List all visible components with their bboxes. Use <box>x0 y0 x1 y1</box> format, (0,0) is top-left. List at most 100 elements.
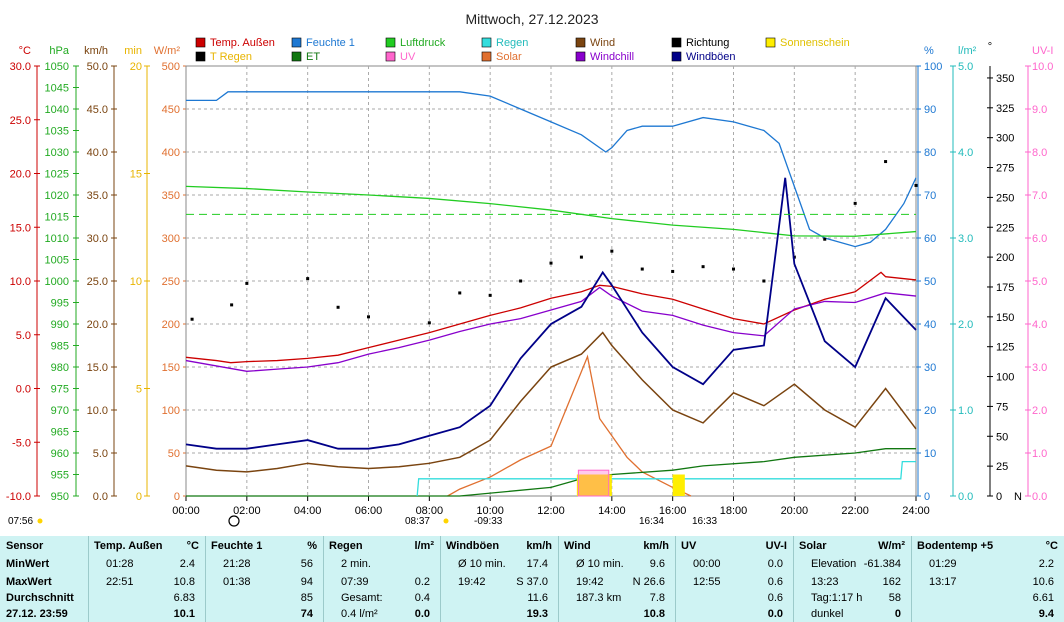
humidity-tick-label: 100 <box>924 61 942 73</box>
stats-cell-value: 10.6 <box>1032 576 1054 588</box>
before-sunrise-label: 07:56 <box>8 516 33 527</box>
stats-cell-value: 7.8 <box>649 592 665 604</box>
temp-tick-label: 20.0 <box>10 169 31 181</box>
sun-icon <box>443 518 449 524</box>
series-line <box>185 177 917 450</box>
series-bar <box>576 474 612 496</box>
stats-cell-label: 01:28 <box>106 558 134 570</box>
direction-point <box>336 305 340 309</box>
legend-label: Sonnenschein <box>780 37 850 49</box>
stats-header-title: Wind <box>564 540 591 552</box>
pressure-tick-label: 1015 <box>45 212 69 224</box>
stats-cell-label: Gesamt: <box>341 592 383 604</box>
direction-tick-label: 0 <box>996 491 1002 503</box>
stats-header-title: Windböen <box>446 540 500 552</box>
stats-cell-value: 0.6 <box>767 576 783 588</box>
stats-header-unit: °C <box>186 540 199 552</box>
uv-tick-label: 9.0 <box>1032 104 1047 116</box>
stats-cell-label: dunkel <box>811 608 844 620</box>
direction-point <box>701 265 705 269</box>
uv-tick-label: 7.0 <box>1032 190 1047 202</box>
direction-tick-label: 350 <box>996 73 1014 85</box>
sun-after-label: 16:33 <box>692 516 717 527</box>
stats-cell-value: 0 <box>894 608 901 620</box>
humidity-tick-label: 50 <box>924 276 936 288</box>
legend-swatch <box>481 51 492 62</box>
direction-tick-label: 275 <box>996 163 1014 175</box>
rain-tick-label: 3.0 <box>958 233 973 245</box>
legend-swatch <box>195 51 206 62</box>
temp-unit-label: °C <box>19 45 31 57</box>
plot-area <box>185 65 918 497</box>
stats-column-gusts: Windböen km/h Ø 10 min. 17.4 19:42 S 37.0 11.6… <box>440 536 559 622</box>
stats-column-sensor: Sensor MinWert MaxWert Durchschnitt 27.12. 2… <box>0 536 89 622</box>
rain-unit-label: l/m² <box>958 45 977 57</box>
temp-tick-label: 5.0 <box>16 330 31 342</box>
temp-tick-label: -5.0 <box>12 437 31 449</box>
stats-cell-label: 07:39 <box>341 576 369 588</box>
stats-cell-label: 19:42 <box>458 576 486 588</box>
pressure-tick-label: 1050 <box>45 61 69 73</box>
time-tick-label: 02:00 <box>233 505 261 517</box>
humidity-tick-label: 40 <box>924 319 936 331</box>
legend-label: Solar <box>496 51 522 63</box>
humidity-tick-label: 0 <box>924 491 930 503</box>
time-tick-label: 20:00 <box>781 505 809 517</box>
legend-label: Regen <box>496 37 528 49</box>
legend-swatch <box>575 51 586 62</box>
stats-cell-value: -61.384 <box>863 558 901 570</box>
legend-label: Windchill <box>590 51 634 63</box>
uv-tick-label: 3.0 <box>1032 362 1047 374</box>
stats-header-title: Feuchte 1 <box>211 540 263 552</box>
series-line <box>186 448 916 497</box>
time-tick-label: 22:00 <box>841 505 869 517</box>
temp-tick-label: 15.0 <box>10 222 31 234</box>
wind-tick-label: 25.0 <box>87 276 108 288</box>
time-tick-label: 16:00 <box>659 505 687 517</box>
stats-cell-label: 13:17 <box>929 576 957 588</box>
direction-point <box>245 281 249 285</box>
stats-header-title: Sensor <box>6 540 44 552</box>
humidity-tick-label: 20 <box>924 405 936 417</box>
stats-cell-value: 10.8 <box>643 608 665 620</box>
stats-header-unit: l/m² <box>414 540 434 552</box>
direction-point <box>230 303 234 307</box>
direction-tick-label: 225 <box>996 222 1014 234</box>
uv-tick-label: 6.0 <box>1032 233 1047 245</box>
stats-cell-value: 0.0 <box>414 608 430 620</box>
uv-tick-label: 0.0 <box>1032 491 1047 503</box>
stats-column-temp: Temp. Außen °C 01:28 2.4 22:51 10.8 6.83 10.1 <box>88 536 206 622</box>
direction-point <box>367 315 370 319</box>
direction-point <box>762 279 766 283</box>
direction-point <box>853 201 857 205</box>
sunshine-tick-label: 20 <box>130 61 142 73</box>
humidity-tick-label: 90 <box>924 104 936 116</box>
direction-tick-label: 175 <box>996 282 1014 294</box>
rain-tick-label: 5.0 <box>958 61 973 73</box>
wind-tick-label: 5.0 <box>93 448 108 460</box>
stats-row-label: Durchschnitt <box>6 592 74 604</box>
direction-point <box>579 255 583 259</box>
stats-cell-label: 00:00 <box>693 558 721 570</box>
temp-tick-label: 25.0 <box>10 115 31 127</box>
humidity-tick-label: 70 <box>924 190 936 202</box>
time-tick-label: 08:00 <box>416 505 444 517</box>
direction-unit-label: ° <box>988 41 992 53</box>
legend-label: Richtung <box>686 37 729 49</box>
chart-legend: Temp. Außen Feuchte 1 Luftdruck Regen Wind Ri… <box>195 37 850 63</box>
pressure-tick-label: 1000 <box>45 276 69 288</box>
legend-swatch <box>291 51 302 62</box>
wind-tick-label: 50.0 <box>87 61 108 73</box>
legend-swatch <box>481 37 492 48</box>
legend-label: ET <box>306 51 320 63</box>
stats-cell-label: 19:42 <box>576 576 604 588</box>
stats-cell-value: 10.8 <box>173 576 195 588</box>
legend-swatch <box>195 37 206 48</box>
solar-tick-label: 100 <box>162 405 180 417</box>
stats-cell-value: 9.4 <box>1038 608 1054 620</box>
direction-point <box>190 317 194 321</box>
sunrise-label: 08:37 <box>405 516 430 527</box>
direction-tick-label: 325 <box>996 103 1014 115</box>
stats-cell-value: 9.6 <box>649 558 665 570</box>
series-line <box>185 286 917 372</box>
